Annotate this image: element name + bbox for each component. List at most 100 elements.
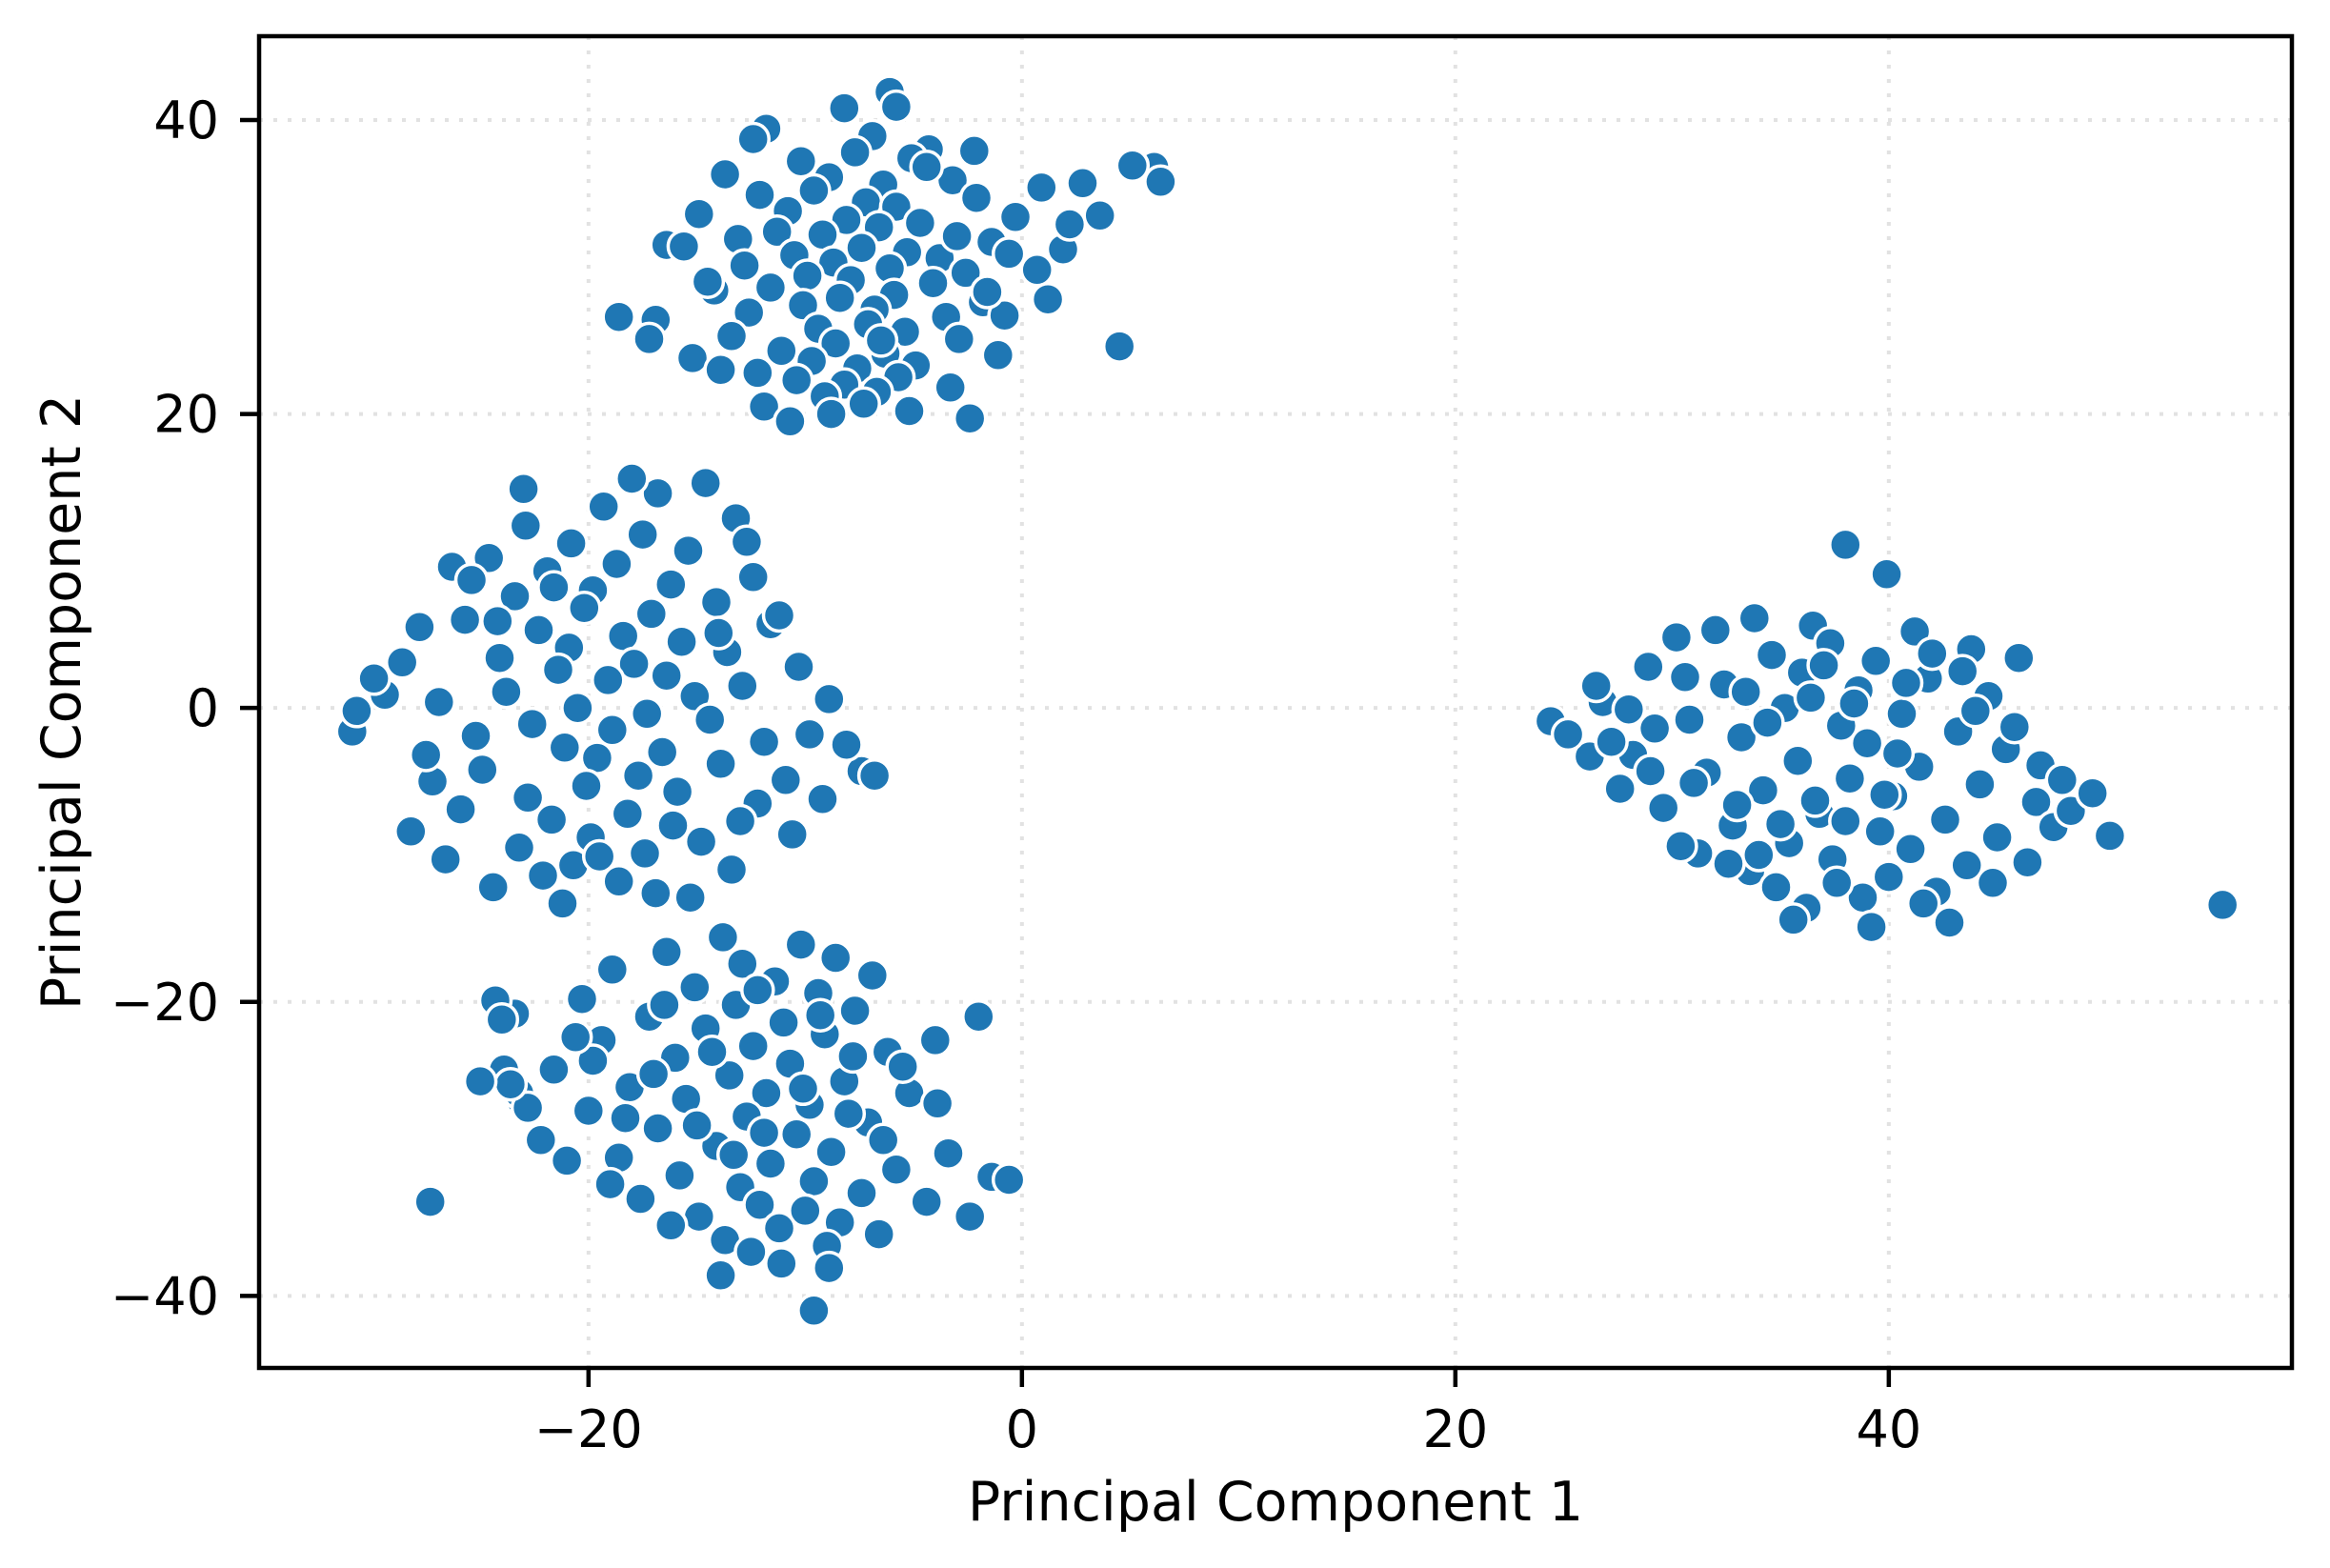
data-point [1858, 643, 1894, 679]
data-point [627, 835, 663, 872]
data-point [1611, 692, 1647, 727]
data-point [952, 400, 988, 436]
data-point [1828, 527, 1863, 563]
data-point [653, 567, 689, 602]
data-point [778, 362, 814, 398]
y-tick-label: 0 [187, 678, 219, 738]
data-point [939, 218, 974, 254]
data-point [705, 919, 741, 955]
data-point [2019, 784, 2054, 820]
data-point [1854, 909, 1889, 945]
data-point [557, 1019, 593, 1055]
data-point [698, 584, 734, 620]
data-point [783, 927, 819, 962]
data-point [1667, 659, 1703, 695]
data-point [781, 649, 816, 685]
data-point [948, 255, 983, 291]
data-point [594, 952, 631, 988]
data-point [523, 1122, 559, 1158]
data-point [746, 389, 782, 425]
data-point [692, 702, 728, 737]
data-point [1024, 170, 1059, 206]
data-point [713, 852, 750, 888]
y-axis-label: Principal Component 2 [30, 394, 93, 1010]
axis-ticks-layer [240, 117, 1892, 1387]
data-point [2010, 844, 2045, 880]
data-point [2075, 775, 2110, 811]
data-point [649, 657, 684, 694]
data-point [458, 718, 493, 754]
data-point [443, 792, 478, 827]
data-point [2204, 887, 2240, 923]
data-point [805, 781, 840, 817]
data-point [1697, 613, 1734, 648]
data-point [759, 213, 794, 250]
data-point [453, 562, 490, 598]
data-point [715, 1137, 752, 1173]
data-point [1658, 619, 1695, 655]
data-point [1888, 665, 1924, 701]
data-point [514, 706, 550, 742]
data-point [1082, 198, 1117, 233]
data-point [1828, 803, 1863, 839]
data-point [393, 814, 429, 850]
data-point [731, 294, 767, 331]
data-point [1594, 724, 1629, 759]
data-point [635, 1056, 672, 1092]
data-point [489, 673, 524, 710]
data-point [802, 997, 838, 1033]
data-point [837, 993, 873, 1029]
cluster-left [334, 461, 893, 921]
data-point [931, 1136, 966, 1171]
data-point [1115, 148, 1151, 184]
data-point [773, 404, 808, 439]
data-point [553, 526, 589, 561]
data-point [961, 998, 996, 1035]
data-point [671, 533, 706, 569]
data-point [783, 143, 819, 179]
data-point [428, 841, 463, 877]
data-point [1997, 709, 2033, 745]
data-point [547, 730, 583, 766]
data-point [688, 465, 723, 501]
data-point [629, 696, 665, 732]
data-point [480, 603, 515, 639]
data-point [733, 1234, 769, 1270]
data-point [878, 89, 914, 125]
data-point [885, 1049, 920, 1084]
data-point [735, 121, 771, 157]
data-point [1719, 787, 1755, 823]
data-point [1578, 668, 1614, 704]
data-point [1019, 252, 1055, 288]
data-point [753, 1146, 789, 1181]
data-point [1949, 848, 1984, 883]
data-point [831, 1096, 867, 1132]
data-point [1832, 760, 1868, 796]
data-point [2001, 640, 2037, 675]
data-point [991, 236, 1027, 271]
data-point [1550, 716, 1586, 753]
data-point [1793, 680, 1829, 715]
data-point [822, 280, 857, 315]
data-point [1849, 725, 1885, 761]
points-layer [334, 74, 2240, 1329]
data-point [339, 694, 374, 729]
data-point [1645, 790, 1681, 826]
data-point [1745, 773, 1781, 808]
cluster-right [1533, 527, 2240, 945]
data-point [564, 981, 600, 1016]
data-point [1867, 776, 1902, 813]
data-point [549, 1143, 585, 1178]
data-point [707, 156, 743, 192]
data-point [991, 1162, 1027, 1197]
data-point [655, 808, 691, 843]
data-point [465, 752, 500, 788]
data-point [827, 90, 862, 126]
data-point [1672, 702, 1707, 737]
data-point [785, 1071, 821, 1107]
data-point [764, 1246, 799, 1281]
data-point [484, 1002, 520, 1037]
data-point [1741, 837, 1777, 873]
data-point [1862, 814, 1898, 850]
